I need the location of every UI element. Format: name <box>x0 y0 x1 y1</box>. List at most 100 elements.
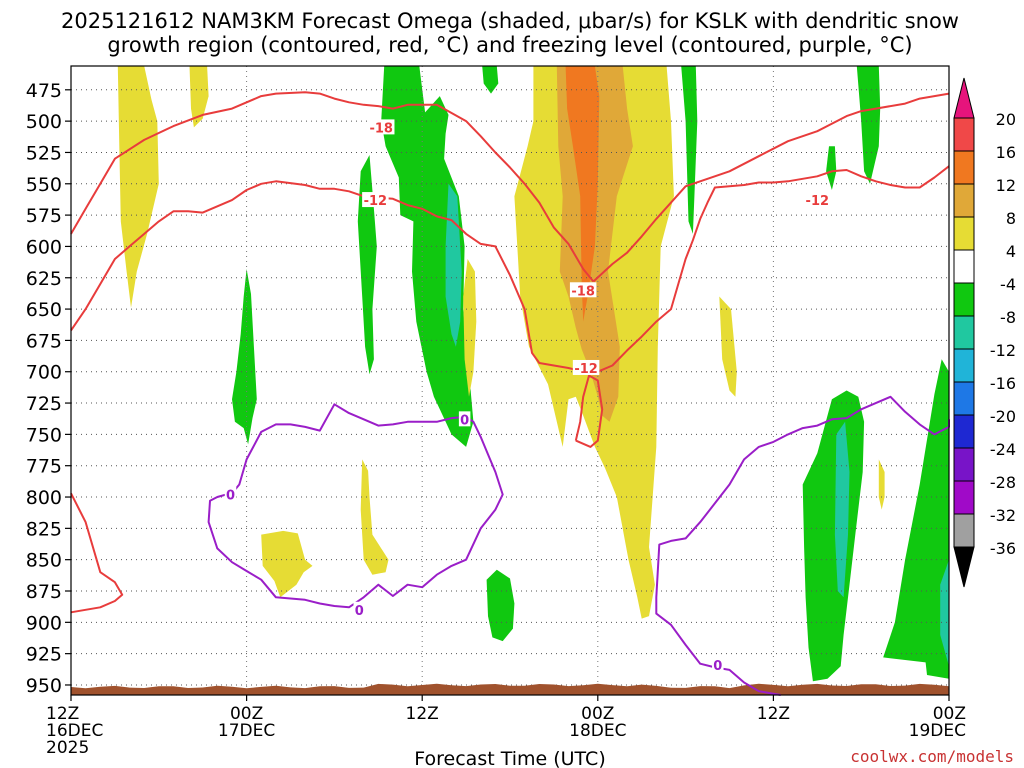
x-tick-label: 12Z <box>406 704 439 724</box>
x-tick-label: 12Z <box>46 704 79 724</box>
colorbar-label: 12 <box>996 176 1016 195</box>
colorbar-label: -36 <box>990 539 1016 558</box>
omega-region-yellow-west-2 <box>189 66 209 128</box>
x-tick-label: 18DEC <box>569 721 626 741</box>
y-tick-label: 775 <box>26 456 62 478</box>
contour-label: -18 <box>571 284 595 299</box>
x-tick-label: 00Z <box>581 704 614 724</box>
contour-label-bg <box>367 119 395 135</box>
contour-label-bg <box>353 601 366 617</box>
contour-label: 0 <box>460 413 469 428</box>
contour-label: 0 <box>713 659 722 674</box>
dendritic-contour-minus12-west <box>70 180 584 373</box>
colorbar-bottom-arrow <box>953 546 975 588</box>
colorbar-label: -24 <box>990 440 1016 459</box>
contour-label-bg <box>569 282 597 298</box>
contour-label: -12 <box>364 194 388 209</box>
plot-frame <box>70 65 950 696</box>
x-axis-label: Forecast Time (UTC) <box>414 748 605 768</box>
freezing-contour-zero-loop-west <box>207 403 504 609</box>
colorbar-label: -8 <box>1000 308 1016 327</box>
omega-region-green-east-mid <box>826 146 837 190</box>
y-tick-label: 600 <box>26 236 62 258</box>
colorbar-bin <box>953 447 975 482</box>
colorbar-label: 16 <box>996 143 1016 162</box>
colorbar-bin <box>953 480 975 515</box>
omega-region-yellow-blob-southwest <box>261 530 313 598</box>
colorbar-label: -20 <box>990 407 1016 426</box>
colorbar-bin <box>953 414 975 449</box>
contour-label-bg <box>804 192 831 208</box>
contour-label-bg <box>224 486 237 502</box>
dendritic-contour-minus18-east <box>592 92 950 283</box>
contour-label-bg <box>572 359 600 375</box>
contours <box>70 91 950 696</box>
colorbar-bin <box>953 513 975 548</box>
colorbar-bin <box>953 183 975 218</box>
contour-label: -12 <box>574 362 598 377</box>
colorbar: 20 16 12 8 4 -4 -8 -12 -16 -20 -24 -28 -32 -36 <box>953 77 1016 588</box>
dendritic-contour-minus12-east <box>583 165 950 373</box>
y-tick-label: 925 <box>26 644 62 666</box>
x-tick-label: 16DEC <box>46 721 103 741</box>
colorbar-bin <box>953 150 975 185</box>
plot-area: -18 -12 -18 -12 -12 0 0 0 0 <box>70 66 950 696</box>
contour-label-bg <box>458 411 471 427</box>
omega-region-yellow-east-narrow <box>719 296 737 397</box>
colorbar-bin <box>953 216 975 251</box>
colorbar-label: -28 <box>990 473 1016 492</box>
chart-title-line1: 2025121612 NAM3KM Forecast Omega (shaded… <box>61 9 959 33</box>
omega-region-green-small-center <box>482 66 499 94</box>
y-tick-label: 850 <box>26 550 62 572</box>
colorbar-label: 8 <box>1006 209 1016 228</box>
y-tick-label: 725 <box>26 393 62 415</box>
x-tick-label: 19DEC <box>909 721 966 741</box>
omega-region-green-small-west <box>232 269 257 445</box>
contour-label-bg <box>362 192 389 208</box>
omega-region-green-east-top-2 <box>856 66 881 184</box>
dendritic-contour-minus18-west <box>70 91 595 283</box>
omega-region-dark-orange-core <box>565 66 600 322</box>
contour-label: 0 <box>226 489 235 504</box>
y-tick-label: 950 <box>26 675 62 697</box>
y-tick-label: 575 <box>26 205 62 227</box>
y-axis: 475 500 525 550 575 600 625 650 675 700 725 750 775 8… <box>26 80 71 697</box>
omega-region-teal-far-east <box>940 559 949 667</box>
colorbar-bin <box>953 117 975 152</box>
y-tick-label: 700 <box>26 362 62 384</box>
colorbar-bin <box>953 348 975 383</box>
x-tick-label: 12Z <box>757 704 790 724</box>
contour-label: -18 <box>369 121 393 136</box>
colorbar-label: -16 <box>990 374 1016 393</box>
y-tick-label: 625 <box>26 268 62 290</box>
colorbar-label: 4 <box>1006 242 1016 261</box>
omega-region-yellow-narrow-center <box>463 259 477 397</box>
x-tick-label: 00Z <box>933 704 966 724</box>
contour-label: -12 <box>806 194 830 209</box>
y-tick-label: 550 <box>26 174 62 196</box>
contour-label: 0 <box>355 604 364 619</box>
x-tick-label: 17DEC <box>218 721 275 741</box>
omega-region-green-east-top <box>681 66 698 234</box>
y-tick-label: 800 <box>26 487 62 509</box>
omega-region-green-large-main <box>381 66 474 447</box>
y-tick-label: 675 <box>26 330 62 352</box>
colorbar-bin <box>953 315 975 350</box>
colorbar-bin <box>953 282 975 317</box>
y-tick-label: 750 <box>26 424 62 446</box>
colorbar-label: -12 <box>990 341 1016 360</box>
x-tick-label: 00Z <box>230 704 263 724</box>
chart-title-line2: growth region (contoured, red, °C) and f… <box>107 33 912 57</box>
y-tick-label: 900 <box>26 612 62 634</box>
omega-region-green-low-center <box>486 569 515 642</box>
credit-text: coolwx.com/models <box>850 747 1014 766</box>
omega-region-teal-main <box>445 183 462 347</box>
y-tick-label: 875 <box>26 581 62 603</box>
colorbar-bin <box>953 249 975 284</box>
terrain-ground <box>71 683 949 695</box>
dendritic-contour-minus12-loop <box>574 374 604 448</box>
contour-label-bg <box>712 656 724 672</box>
y-tick-label: 825 <box>26 518 62 540</box>
y-tick-label: 650 <box>26 299 62 321</box>
omega-region-green-far-east <box>883 359 949 679</box>
